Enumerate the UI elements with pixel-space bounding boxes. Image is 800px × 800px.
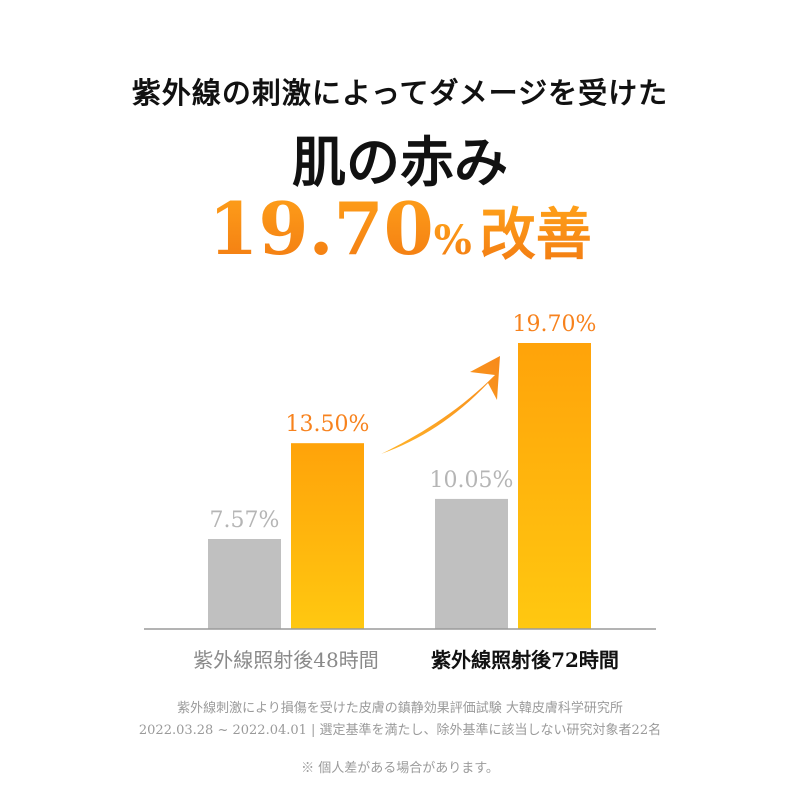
bar [518, 343, 591, 629]
footer-source: 紫外線刺激により損傷を受けた皮膚の鎮静効果評価試験 大韓皮膚科学研究所 [177, 701, 623, 716]
data-label: 10.05% [430, 468, 514, 493]
bar [435, 498, 508, 629]
bar [291, 443, 364, 629]
highlight-unit: % [433, 217, 472, 264]
footer-note: ※ 個人差がある場合があります。 [301, 761, 499, 776]
headline-line1: 紫外線の刺激によってダメージを受けた [131, 76, 669, 110]
highlight-number: 19.70 [208, 186, 434, 271]
highlight-suffix: 改善 [479, 202, 592, 268]
category-label: 紫外線照射後48時間 [193, 648, 378, 672]
trend-arrow-icon [381, 356, 500, 454]
data-label: 13.50% [286, 412, 370, 437]
data-label: 7.57% [210, 508, 280, 533]
headline-line2: 肌の赤み [292, 130, 508, 194]
footer-period: 2022.03.28 ~ 2022.04.01 | 選定基準を満たし、除外基準に… [138, 723, 662, 738]
data-label: 19.70% [513, 312, 597, 337]
category-label: 紫外線照射後72時間 [431, 648, 619, 672]
headline-highlight: 19.70% 改善 [0, 186, 800, 271]
bar [208, 538, 281, 629]
